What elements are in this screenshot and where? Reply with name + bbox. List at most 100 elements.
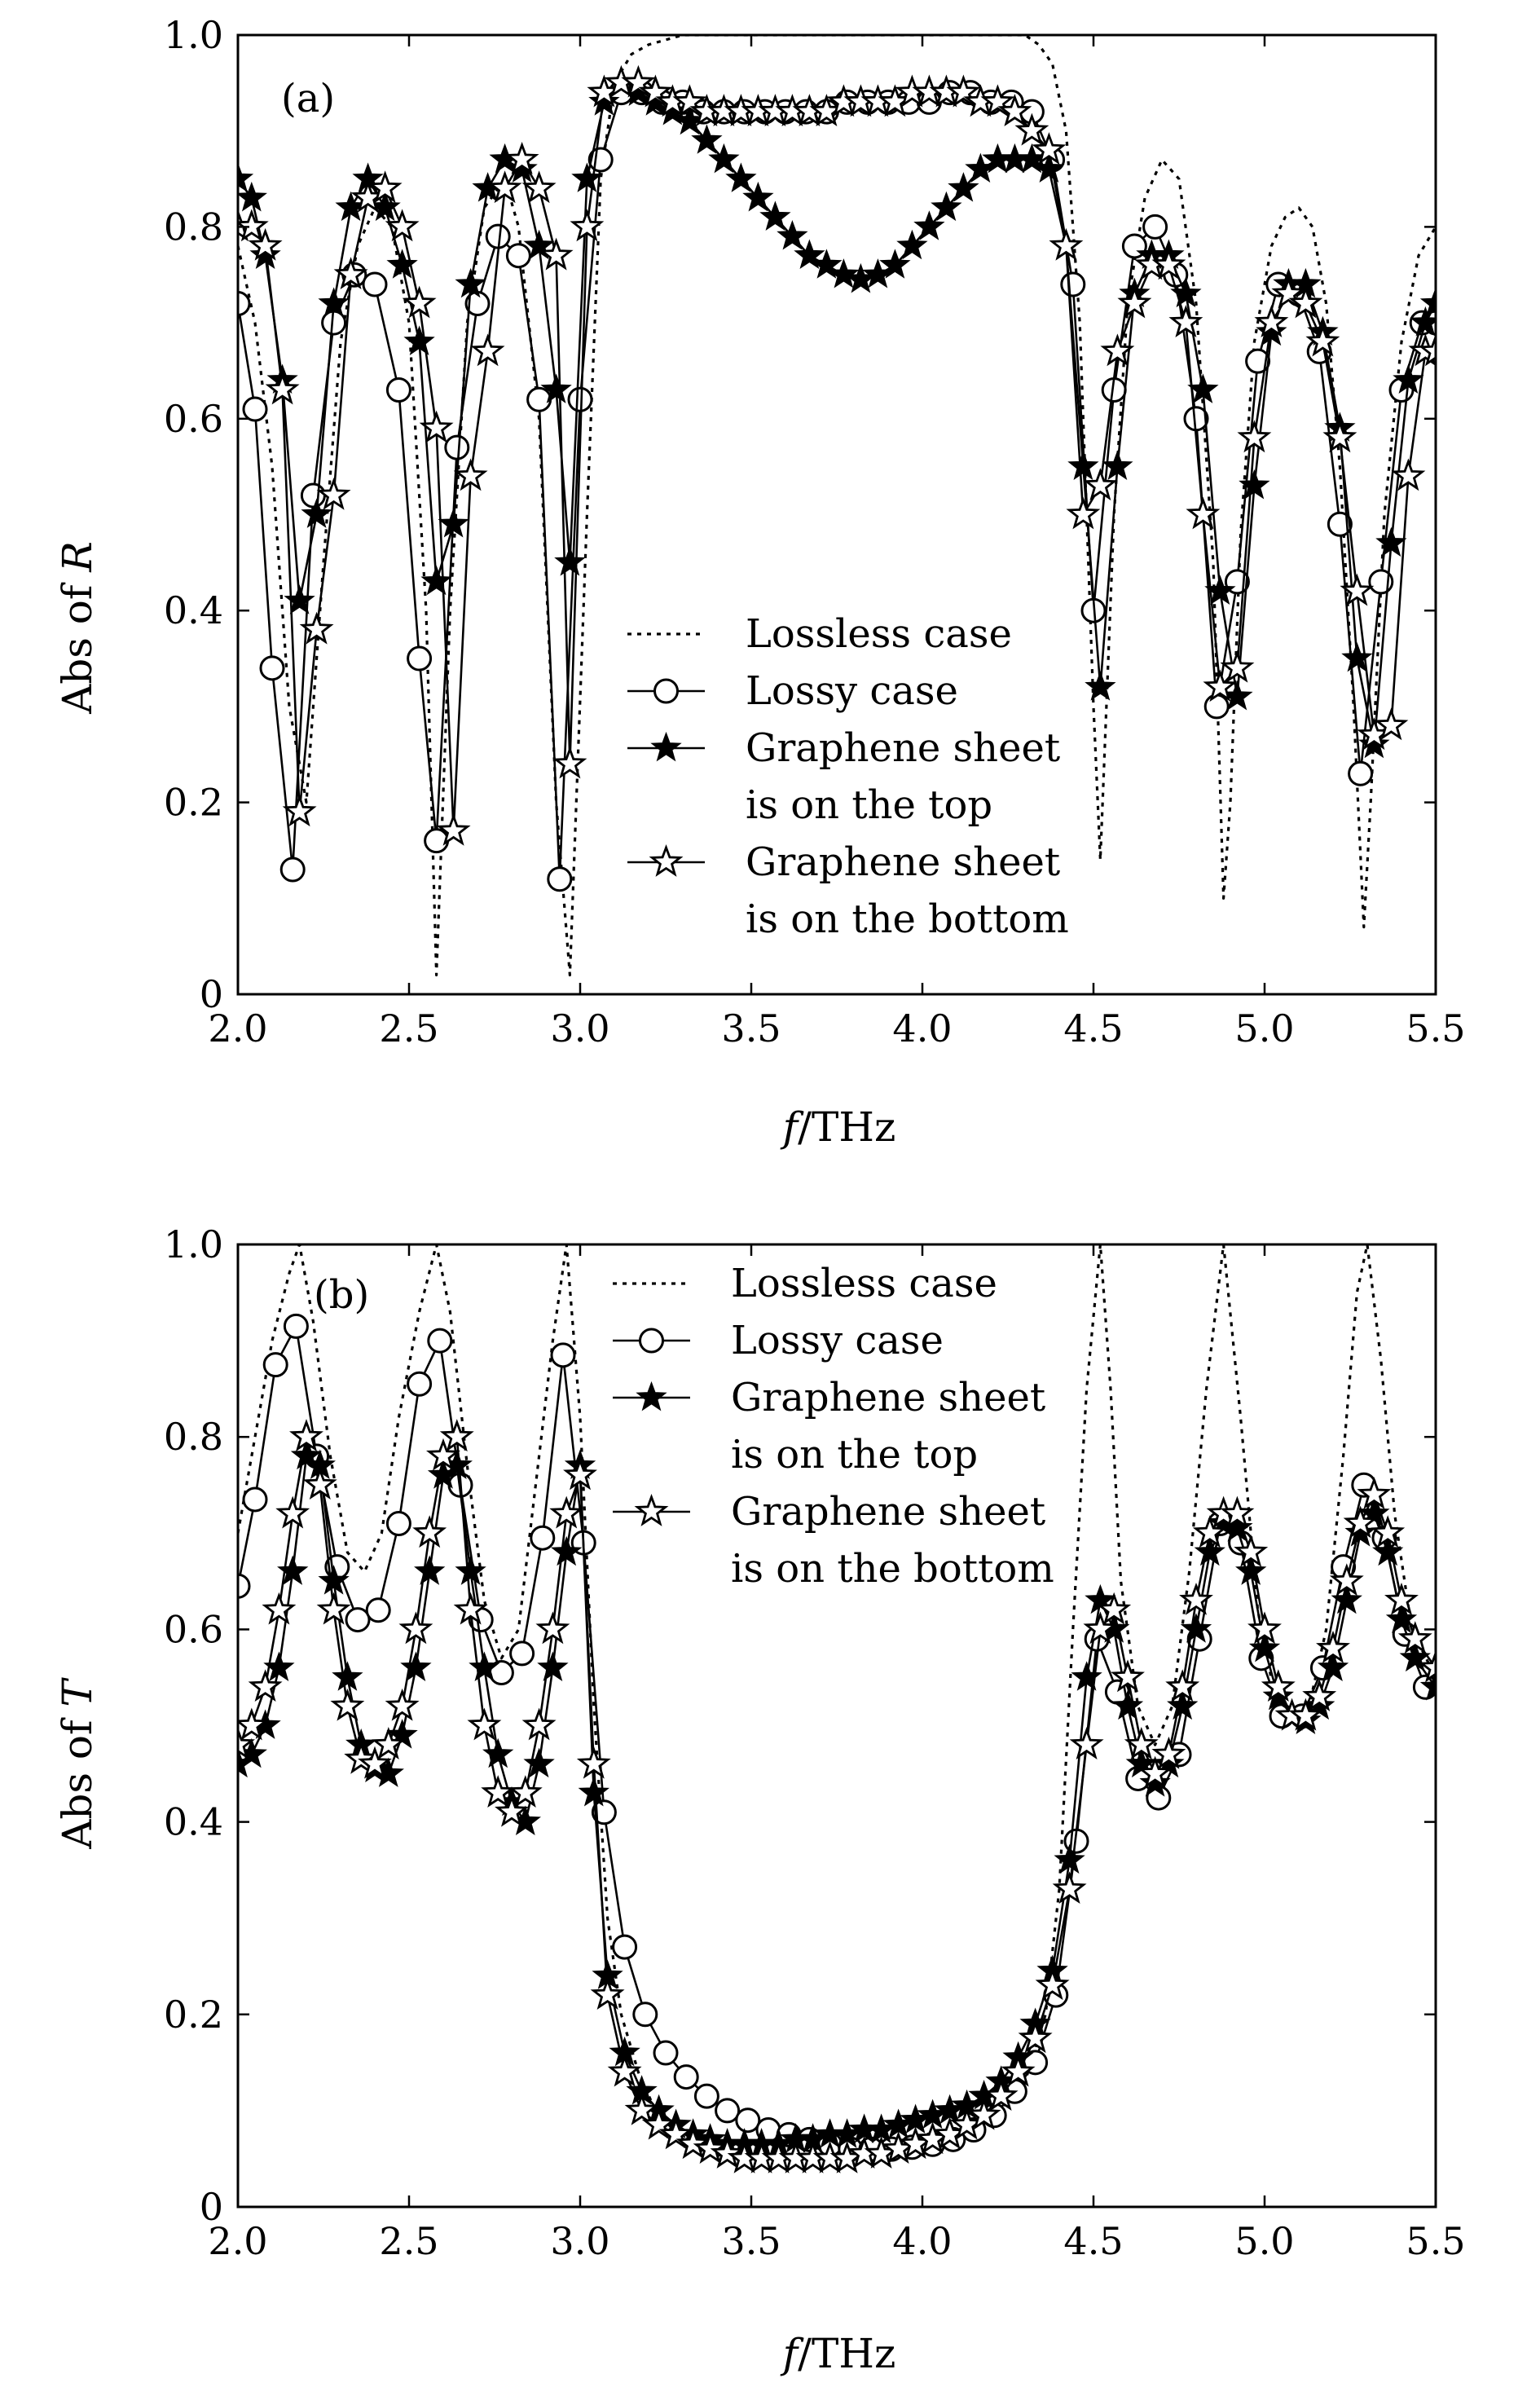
panel-label-b: (b) <box>314 1272 369 1318</box>
marker-circle-b <box>695 2085 718 2107</box>
marker-circle-b <box>408 1372 431 1395</box>
marker-open-star-a <box>1069 500 1097 527</box>
marker-filled-star-b <box>1168 1692 1196 1719</box>
marker-circle-b <box>675 2066 697 2089</box>
x-tick-label-b: 3.5 <box>721 2219 781 2263</box>
x-tick-label-a: 3.0 <box>550 1006 609 1050</box>
marker-circle-b <box>367 1599 389 1622</box>
marker-open-star-a <box>406 289 433 316</box>
marker-filled-star-b <box>1333 1586 1361 1613</box>
marker-open-star-b <box>539 1614 566 1641</box>
legend-b: Lossless case Lossy case Graphene sheet is … <box>613 1261 1054 1592</box>
marker-open-star-b <box>526 1711 553 1738</box>
series-line-dotted-a <box>238 35 1436 975</box>
y-tick-label-b: 0.4 <box>164 1800 223 1844</box>
x-tick-label-a: 3.5 <box>721 1006 781 1050</box>
legend-label: Lossless case <box>731 1261 997 1306</box>
marker-circle-a <box>507 244 530 267</box>
marker-circle-b <box>654 2041 677 2064</box>
x-tick-label-a: 4.5 <box>1063 1006 1123 1050</box>
marker-open-star-a <box>556 750 583 777</box>
marker-filled-star-a <box>847 265 874 292</box>
legend-marker-open-star <box>637 1497 665 1524</box>
x-axis-label-a: f/THz <box>780 1103 896 1151</box>
panel-a: Abs of R f/THz (a) 2.0 2.5 3.0 3.5 4.0 4.5 5.0… <box>54 13 1466 1151</box>
legend-label: Lossless case <box>746 611 1012 657</box>
marker-circle-a <box>387 378 410 401</box>
legend-label: Lossy case <box>731 1318 944 1363</box>
marker-open-star-b <box>333 1692 361 1719</box>
marker-circle-a <box>363 273 386 296</box>
marker-open-star-a <box>286 797 314 824</box>
marker-circle-a <box>261 657 284 680</box>
marker-circle-b <box>429 1329 451 1352</box>
marker-circle-a <box>528 388 551 411</box>
legend-marker-filled-star <box>652 733 680 760</box>
legend-marker-circle <box>640 1329 663 1352</box>
marker-open-star-b <box>279 1500 306 1526</box>
legend-marker-open-star <box>652 848 680 874</box>
y-tick-label-a: 0.2 <box>164 781 223 825</box>
legend-label: is on the top <box>746 782 992 828</box>
y-tick-label-b: 0.6 <box>164 1607 223 1651</box>
marker-circle-a <box>548 868 571 891</box>
x-tick-label-b: 2.5 <box>379 2219 438 2263</box>
y-tick-label-a: 0.8 <box>164 205 223 249</box>
x-tick-label-a: 2.5 <box>379 1006 438 1050</box>
legend-label: is on the bottom <box>746 896 1069 942</box>
marker-circle-b <box>552 1344 574 1367</box>
y-tick-label-b: 0 <box>200 2185 223 2229</box>
panel-b: Abs of T f/THz (b) 2.0 2.5 3.0 3.5 4.0 4.5 5.0… <box>54 1222 1466 2377</box>
marker-circle-b <box>284 1315 307 1337</box>
marker-circle-b <box>511 1642 534 1665</box>
legend-marker-circle <box>655 680 678 702</box>
marker-open-star-b <box>416 1518 443 1545</box>
legend-label: Lossy case <box>746 668 958 714</box>
marker-circle-b <box>737 2109 759 2132</box>
y-axis-label-a: Abs of R <box>54 541 101 715</box>
marker-filled-star-b <box>457 1557 485 1584</box>
x-axis-label-b: f/THz <box>780 2330 896 2377</box>
marker-circle-a <box>301 484 324 507</box>
legend-label: Graphene sheet <box>731 1489 1045 1535</box>
legend-label: is on the bottom <box>731 1546 1054 1592</box>
marker-filled-star-a <box>1086 672 1114 699</box>
marker-circle-b <box>716 2099 739 2122</box>
x-tick-label-a: 4.0 <box>892 1006 952 1050</box>
y-tick-label-a: 1.0 <box>164 13 223 57</box>
legend-marker-filled-star <box>637 1383 665 1410</box>
legend-label: Graphene sheet <box>731 1375 1045 1420</box>
marker-circle-a <box>1205 695 1228 718</box>
x-tick-label-b: 4.0 <box>892 2219 952 2263</box>
y-tick-label-a: 0.6 <box>164 397 223 441</box>
marker-filled-star-b <box>402 1654 429 1680</box>
legend-label: Graphene sheet <box>746 839 1060 885</box>
marker-open-star-a <box>1223 654 1251 680</box>
marker-open-star-b <box>389 1692 416 1719</box>
panel-label-a: (a) <box>281 76 335 121</box>
legend-a: Lossless case Lossy case Graphene sheet is … <box>627 611 1069 942</box>
marker-open-star-b <box>402 1614 429 1641</box>
marker-filled-star-b <box>1196 1538 1224 1565</box>
y-tick-label-a: 0.4 <box>164 588 223 632</box>
y-tick-label-a: 0 <box>200 972 223 1016</box>
marker-circle-b <box>264 1354 287 1376</box>
marker-circle-a <box>244 398 266 421</box>
y-tick-label-b: 1.0 <box>164 1222 223 1266</box>
marker-open-star-a <box>474 337 502 363</box>
legend-label: Graphene sheet <box>746 725 1060 771</box>
marker-filled-star-b <box>1237 1557 1265 1584</box>
figure: Abs of R f/THz (a) 2.0 2.5 3.0 3.5 4.0 4.5 5.0… <box>0 0 1540 2387</box>
marker-circle-a <box>1062 273 1085 296</box>
marker-circle-a <box>1144 215 1167 238</box>
x-tick-label-b: 5.5 <box>1406 2219 1465 2263</box>
marker-filled-star-a <box>423 567 451 594</box>
marker-filled-star-b <box>539 1654 566 1680</box>
x-tick-label-b: 4.5 <box>1063 2219 1123 2263</box>
marker-circle-b <box>244 1488 266 1511</box>
y-tick-label-b: 0.8 <box>164 1415 223 1459</box>
marker-circle-a <box>281 858 304 881</box>
x-tick-label-b: 5.0 <box>1234 2219 1294 2263</box>
marker-circle-b <box>387 1512 410 1535</box>
marker-filled-star-a <box>556 548 583 575</box>
